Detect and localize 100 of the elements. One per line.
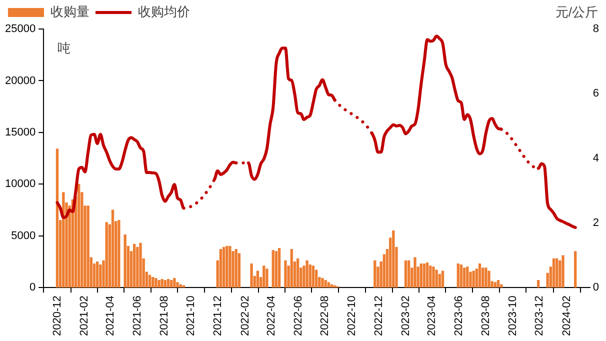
x-tick-label: 2021-04	[104, 296, 117, 336]
bar	[284, 260, 287, 288]
x-tick-label: 2023-12	[534, 296, 546, 336]
x-tick-label: 2021-02	[78, 296, 91, 336]
bar	[481, 268, 484, 288]
bar	[435, 270, 438, 288]
bar	[308, 264, 312, 288]
x-tick-label: 2022-04	[265, 296, 278, 336]
bar	[262, 266, 266, 288]
bar	[574, 251, 577, 288]
bar	[422, 264, 426, 288]
bar	[414, 257, 416, 288]
bar	[176, 282, 179, 288]
bar	[173, 278, 176, 288]
y-tick-label: 10000	[4, 178, 36, 190]
bar	[314, 270, 318, 288]
y-axis-title: 吨	[58, 40, 71, 56]
bar	[496, 280, 500, 288]
bar	[226, 246, 228, 288]
bar	[374, 260, 376, 288]
bar	[441, 270, 444, 288]
bar	[456, 264, 460, 288]
bar	[56, 148, 59, 288]
bar	[256, 270, 260, 288]
bar	[438, 274, 441, 288]
bar	[164, 280, 167, 288]
x-tick-label: 2023-02	[400, 296, 412, 336]
bar	[228, 246, 232, 288]
y2-tick-label: 0	[592, 282, 600, 294]
legend-label: 收购量	[50, 4, 90, 20]
bar	[562, 255, 564, 288]
bar	[219, 249, 222, 288]
bar	[278, 248, 281, 288]
bar	[238, 253, 241, 288]
bar	[166, 279, 170, 288]
bar	[86, 206, 90, 288]
bar	[420, 264, 422, 288]
bar	[78, 184, 80, 288]
bar	[290, 249, 293, 288]
bar	[404, 260, 408, 288]
bar	[494, 282, 496, 288]
bar	[96, 261, 99, 288]
bar	[488, 270, 490, 288]
bar	[312, 266, 315, 288]
bar	[111, 210, 114, 288]
x-tick-label: 2024-02	[561, 296, 574, 336]
bar	[99, 264, 102, 288]
x-tick-label: 2023-10	[506, 296, 519, 336]
bar	[484, 268, 488, 288]
bar	[139, 242, 142, 288]
bar	[136, 246, 139, 288]
bar	[274, 251, 278, 288]
x-tick-label: 2022-10	[346, 296, 358, 336]
bar	[266, 268, 268, 288]
bar	[148, 274, 152, 288]
x-tick-label: 2022-02	[239, 296, 252, 336]
bar	[324, 280, 327, 288]
bar	[296, 258, 300, 288]
y2-tick-label: 4	[592, 152, 600, 164]
bar	[133, 244, 136, 288]
bar	[158, 280, 160, 288]
y2-tick-label: 8	[592, 23, 600, 36]
bar	[472, 270, 475, 288]
x-tick-label: 2022-12	[372, 296, 385, 336]
bar	[250, 264, 253, 288]
bar	[466, 266, 469, 288]
bar	[306, 260, 308, 288]
bar	[105, 222, 108, 288]
bar	[392, 230, 395, 288]
bar	[426, 262, 429, 288]
y-tick-label: 20000	[4, 74, 36, 87]
y-tick-label: 15000	[4, 126, 36, 138]
y-tick-label: 25000	[4, 23, 36, 36]
x-tick-label: 2021-10	[185, 296, 198, 336]
bar	[432, 266, 435, 288]
y2-tick-label: 6	[592, 88, 600, 100]
bar	[321, 278, 324, 288]
bar	[429, 266, 432, 288]
bar	[407, 260, 410, 288]
bar	[124, 234, 126, 288]
bar	[234, 249, 238, 288]
legend-label: 收购均价	[138, 4, 190, 20]
x-tick-label: 2021-08	[158, 296, 170, 336]
x-tick-label: 2020-12	[51, 296, 64, 336]
bar	[552, 258, 556, 288]
bar	[556, 258, 558, 288]
y-tick-label: 5000	[11, 230, 36, 242]
x-tick-label: 2023-04	[426, 296, 438, 336]
bar	[222, 246, 226, 288]
bar	[500, 284, 503, 288]
x-tick-label: 2023-08	[480, 296, 492, 336]
bar	[462, 268, 466, 288]
bar	[152, 276, 154, 288]
bar	[179, 284, 182, 288]
y-tick-label: 0	[29, 282, 36, 294]
bar	[478, 264, 482, 288]
bar	[118, 220, 120, 288]
x-tick-label: 2021-06	[131, 296, 144, 336]
x-tick-label: 2021-12	[212, 296, 224, 336]
bar	[327, 282, 330, 288]
